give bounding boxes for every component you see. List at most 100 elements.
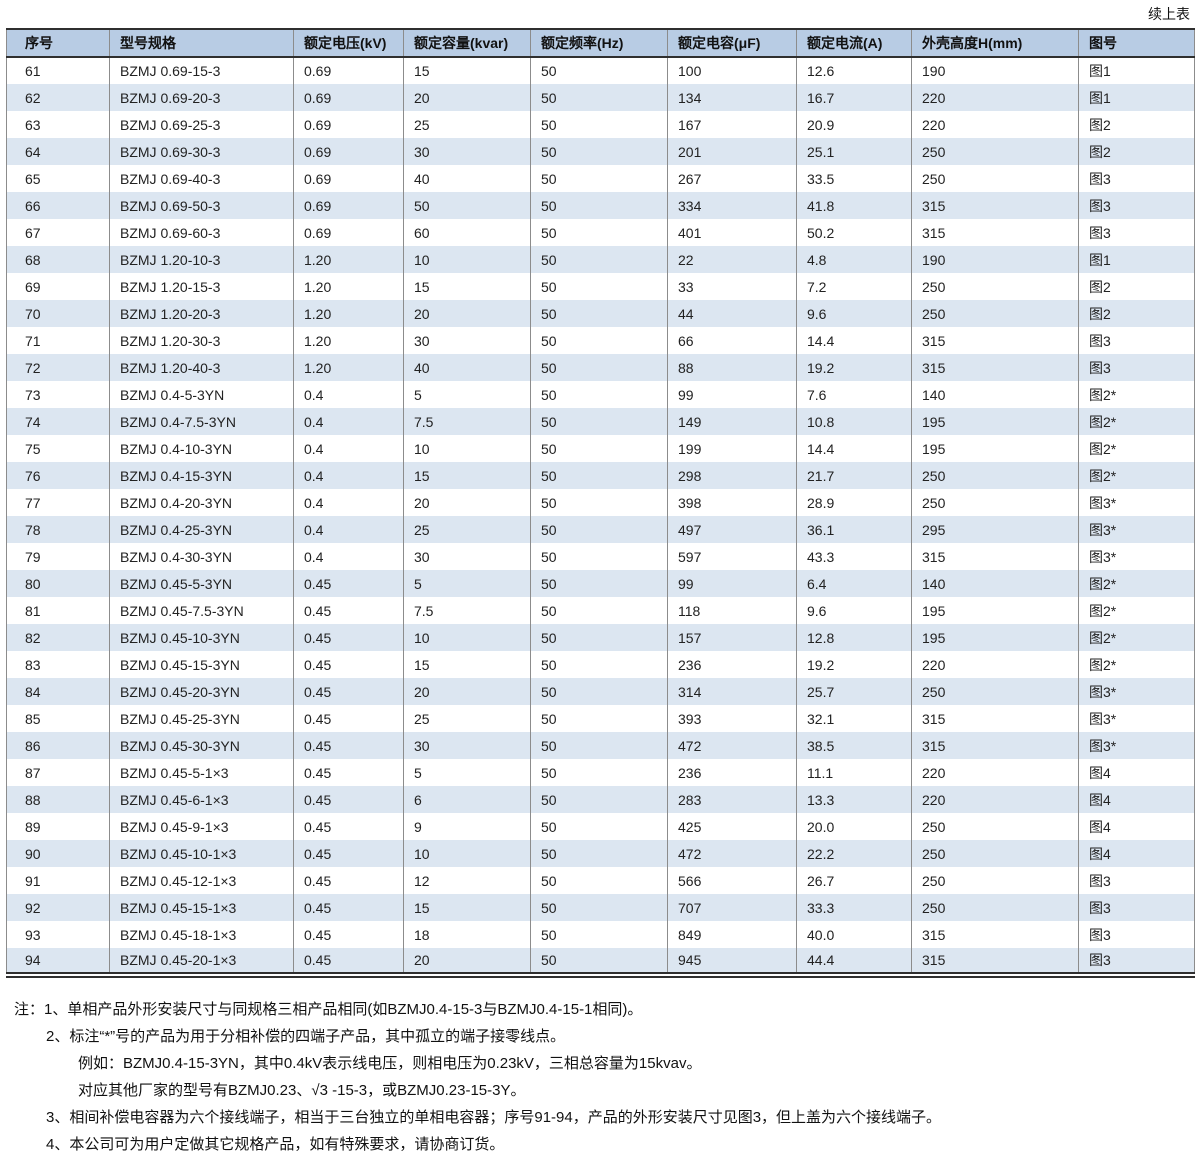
capacitor-spec-table: 序号 型号规格 额定电压(kV) 额定容量(kvar) 额定频率(Hz) 额定电容(μF)…	[6, 28, 1195, 978]
table-cell: 15	[403, 651, 531, 678]
table-cell: 88	[667, 354, 797, 381]
table-cell: 220	[911, 651, 1079, 678]
table-cell: BZMJ 0.4-20-3YN	[109, 489, 294, 516]
table-cell: BZMJ 0.69-30-3	[109, 138, 294, 165]
table-cell: 50	[530, 192, 668, 219]
table-row: 79 BZMJ 0.4-30-3YN 0.4 30 50 597 43.3 315 图3*	[7, 543, 1195, 570]
table-cell: BZMJ 1.20-15-3	[109, 273, 294, 300]
table-cell: 167	[667, 111, 797, 138]
table-cell: 85	[25, 710, 41, 727]
column-header: 额定电流(A)	[796, 29, 912, 58]
table-cell: 50	[530, 246, 668, 273]
table-cell: 315	[911, 192, 1079, 219]
table-cell: 16.7	[796, 84, 912, 111]
table-cell: 566	[667, 867, 797, 894]
table-cell: 250	[911, 165, 1079, 192]
table-body: 61 BZMJ 0.69-15-3 0.69 15 50 100 12.6 190 图1 62 BZ…	[6, 57, 1195, 975]
table-row: 93 BZMJ 0.45-18-1×3 0.45 18 50 849 40.0 315 图3	[7, 921, 1195, 948]
table-cell: 图2*	[1078, 408, 1195, 435]
table-cell: BZMJ 1.20-40-3	[109, 354, 294, 381]
table-cell: 50	[530, 786, 668, 813]
table-cell: 707	[667, 894, 797, 921]
column-header: 外壳高度H(mm)	[911, 29, 1079, 58]
table-cell: 83	[25, 656, 41, 673]
table-cell: BZMJ 0.45-25-3YN	[109, 705, 294, 732]
table-cell: 0.4	[293, 462, 404, 489]
table-cell: 21.7	[796, 462, 912, 489]
table-cell: 88	[25, 791, 41, 808]
table-cell: 497	[667, 516, 797, 543]
table-cell: 50	[403, 192, 531, 219]
footnote-line: 4、本公司可为用户定做其它规格产品，如有特殊要求，请协商订货。	[46, 1136, 505, 1153]
table-cell: 195	[911, 408, 1079, 435]
table-cell: BZMJ 0.45-10-3YN	[109, 624, 294, 651]
table-cell: 7.6	[796, 381, 912, 408]
table-cell: BZMJ 0.69-15-3	[109, 57, 294, 84]
table-cell: 26.7	[796, 867, 912, 894]
footnote-line: 2、标注“*”号的产品为用于分相补偿的四端子产品，其中孤立的端子接零线点。	[46, 1028, 566, 1045]
table-cell: 315	[911, 732, 1079, 759]
table-cell: 315	[911, 705, 1079, 732]
table-row: 62 BZMJ 0.69-20-3 0.69 20 50 134 16.7 220 图1	[6, 84, 1195, 111]
table-cell: 50	[530, 678, 668, 705]
column-header: 额定频率(Hz)	[530, 29, 668, 58]
table-row: 73 BZMJ 0.4-5-3YN 0.4 5 50 99 7.6 140 图2*	[7, 381, 1195, 408]
table-cell: 40	[403, 354, 531, 381]
table-cell: 12	[403, 867, 531, 894]
table-cell: 64	[25, 143, 41, 160]
table-cell: 图2	[1078, 111, 1195, 138]
table-cell: BZMJ 0.69-50-3	[109, 192, 294, 219]
table-cell: BZMJ 0.45-7.5-3YN	[109, 597, 294, 624]
table-cell: BZMJ 0.45-20-3YN	[109, 678, 294, 705]
table-row: 80 BZMJ 0.45-5-3YN 0.45 5 50 99 6.4 140 图2*	[6, 570, 1195, 597]
table-cell: 0.45	[293, 732, 404, 759]
table-cell: BZMJ 0.4-10-3YN	[109, 435, 294, 462]
table-cell: 9	[403, 813, 531, 840]
table-cell: BZMJ 0.45-9-1×3	[109, 813, 294, 840]
table-cell: 50	[530, 894, 668, 921]
table-cell: 0.69	[293, 111, 404, 138]
table-cell: 0.4	[293, 489, 404, 516]
table-cell: 75	[25, 440, 41, 457]
table-cell: 15	[403, 894, 531, 921]
table-cell: 250	[911, 840, 1079, 867]
column-header: 图号	[1078, 29, 1195, 58]
table-cell: 12.8	[796, 624, 912, 651]
table-cell: 68	[25, 251, 41, 268]
table-cell: 157	[667, 624, 797, 651]
table-cell: 图4	[1078, 813, 1195, 840]
table-cell: 图3*	[1078, 732, 1195, 759]
table-cell: 190	[911, 57, 1079, 84]
table-cell: 89	[25, 818, 41, 835]
table-cell: 62	[25, 89, 41, 106]
table-cell: 220	[911, 111, 1079, 138]
table-cell: 50	[530, 381, 668, 408]
table-cell: 7.5	[403, 597, 531, 624]
table-cell: BZMJ 0.69-40-3	[109, 165, 294, 192]
table-cell: 4.8	[796, 246, 912, 273]
table-cell: 315	[911, 219, 1079, 246]
table-cell: 图2*	[1078, 462, 1195, 489]
table-cell: 9.6	[796, 597, 912, 624]
table-cell: 0.69	[293, 165, 404, 192]
table-cell: 图1	[1078, 84, 1195, 111]
table-cell: BZMJ 0.45-18-1×3	[109, 921, 294, 948]
table-row: 83 BZMJ 0.45-15-3YN 0.45 15 50 236 19.2 220 图2*	[7, 651, 1195, 678]
table-cell: 250	[911, 138, 1079, 165]
table-cell: 220	[911, 786, 1079, 813]
table-cell: 图4	[1078, 786, 1195, 813]
table-cell: BZMJ 0.69-60-3	[109, 219, 294, 246]
table-cell: 149	[667, 408, 797, 435]
table-cell: 图4	[1078, 840, 1195, 867]
table-cell: BZMJ 0.45-6-1×3	[109, 786, 294, 813]
table-cell: 199	[667, 435, 797, 462]
table-cell: 1.20	[293, 354, 404, 381]
table-cell: BZMJ 0.45-15-3YN	[109, 651, 294, 678]
table-cell: 334	[667, 192, 797, 219]
table-row: 76 BZMJ 0.4-15-3YN 0.4 15 50 298 21.7 250 图2*	[6, 462, 1195, 489]
table-cell: 99	[667, 381, 797, 408]
table-cell: 0.4	[293, 408, 404, 435]
table-cell: 10	[403, 246, 531, 273]
table-cell: 25.7	[796, 678, 912, 705]
table-cell: 20.9	[796, 111, 912, 138]
